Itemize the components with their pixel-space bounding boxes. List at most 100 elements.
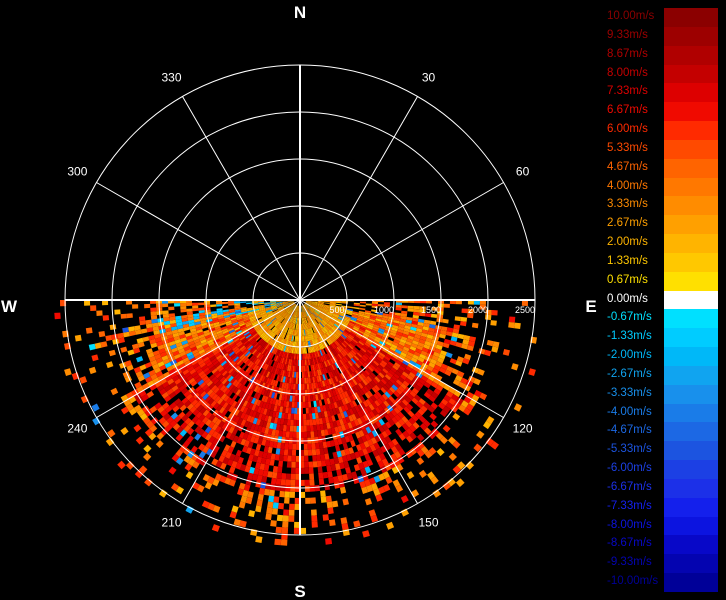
echo-cell <box>374 435 381 443</box>
legend-swatch <box>664 328 718 348</box>
echo-cell <box>241 445 248 453</box>
echo-cell <box>443 303 450 308</box>
echo-cell <box>210 311 217 315</box>
echo-cell <box>431 368 439 375</box>
echo-cell <box>288 365 292 372</box>
echo-cell <box>412 421 420 430</box>
echo-cell <box>381 458 389 466</box>
echo-cell <box>314 376 318 383</box>
echo-cell <box>317 412 322 419</box>
echo-cell <box>267 338 272 344</box>
echo-cell <box>373 360 380 367</box>
echo-cell <box>310 431 315 438</box>
echo-cell <box>314 309 321 314</box>
echo-cell <box>239 335 246 341</box>
echo-cell <box>308 461 314 468</box>
echo-cell <box>311 314 316 319</box>
echo-cell <box>286 307 292 312</box>
echo-cell <box>303 304 308 310</box>
echo-cell <box>430 402 438 410</box>
legend-swatch <box>664 234 718 253</box>
echo-cell <box>278 324 283 330</box>
echo-cell <box>329 301 336 303</box>
echo-cell <box>266 310 272 313</box>
echo-cell <box>247 368 253 375</box>
echo-cell <box>448 398 456 406</box>
echo-cell <box>331 342 337 349</box>
echo-cell <box>204 386 211 394</box>
echo-cell <box>288 301 295 304</box>
echo-cell <box>179 444 187 453</box>
echo-cell <box>276 302 283 305</box>
echo-cell <box>335 347 341 354</box>
echo-cell <box>303 311 306 318</box>
echo-cell <box>353 325 360 330</box>
echo-cell <box>437 340 444 347</box>
echo-cell <box>424 313 432 318</box>
echo-cell <box>270 416 276 424</box>
echo-cell <box>423 323 430 328</box>
legend-entry: 7.33m/s <box>604 83 724 103</box>
echo-cell <box>345 369 351 376</box>
echo-cell <box>323 361 328 368</box>
echo-cell <box>434 348 442 354</box>
echo-cell <box>217 314 224 318</box>
echo-cell <box>372 328 379 333</box>
echo-cell <box>150 359 158 366</box>
echo-cell <box>329 397 334 404</box>
echo-cell <box>283 304 289 307</box>
echo-cell <box>353 304 360 307</box>
echo-cell <box>344 329 351 334</box>
echo-cell <box>275 322 281 328</box>
echo-cell <box>96 310 103 316</box>
echo-cell <box>265 307 271 310</box>
echo-cell <box>190 445 198 454</box>
echo-cell <box>117 460 126 470</box>
echo-cell <box>254 379 260 386</box>
echo-cell <box>346 310 353 313</box>
echo-cell <box>373 393 380 400</box>
echo-cell <box>274 538 282 546</box>
echo-cell <box>390 445 398 454</box>
echo-cell <box>274 355 279 362</box>
echo-cell <box>270 301 277 303</box>
echo-cell <box>253 334 259 339</box>
echo-cell <box>240 377 246 385</box>
echo-cell <box>138 465 148 474</box>
echo-cell <box>233 356 240 362</box>
echo-cell <box>346 402 352 410</box>
echo-cell <box>210 304 217 308</box>
echo-cell <box>400 336 408 341</box>
echo-cell <box>357 331 364 336</box>
echo-cell <box>275 329 280 335</box>
echo-cell <box>412 317 419 322</box>
echo-cell <box>374 406 382 414</box>
echo-cell <box>381 430 389 439</box>
echo-cell <box>276 343 281 350</box>
echo-cell <box>318 314 324 319</box>
echo-cell <box>247 312 254 316</box>
echo-cell <box>305 353 308 360</box>
echo-cell <box>323 447 329 455</box>
echo-cell <box>343 404 349 411</box>
echo-cell <box>290 413 294 420</box>
echo-cell <box>405 427 413 436</box>
echo-cell <box>311 302 318 305</box>
echo-cell <box>283 313 289 319</box>
echo-cell <box>228 360 235 367</box>
echo-cell <box>329 390 334 397</box>
echo-cell <box>278 502 284 510</box>
echo-cell <box>328 415 333 423</box>
echo-cell <box>335 307 342 310</box>
legend-entry: -5.33m/s <box>604 441 724 461</box>
echo-cell <box>325 346 330 353</box>
echo-cell <box>284 413 289 420</box>
echo-cell <box>273 320 279 326</box>
echo-cell <box>225 374 232 381</box>
echo-cell <box>378 486 386 494</box>
echo-cell <box>400 495 409 504</box>
echo-cell <box>260 312 267 317</box>
echo-cell <box>442 342 450 349</box>
echo-cell <box>158 416 167 425</box>
echo-cell <box>303 317 305 324</box>
